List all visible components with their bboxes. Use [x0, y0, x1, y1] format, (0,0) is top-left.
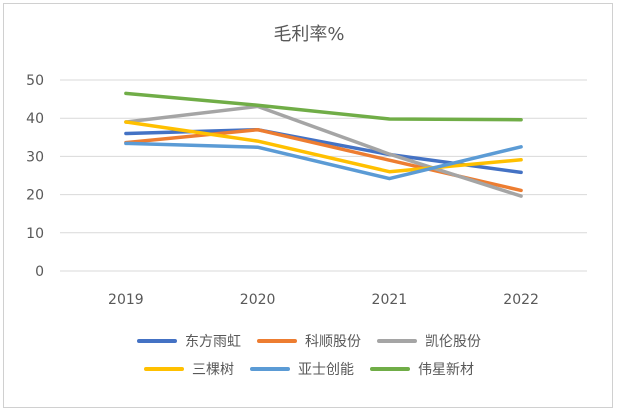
legend-swatch	[370, 367, 410, 371]
x-tick-label: 2019	[108, 292, 144, 308]
y-tick-label: 40	[26, 111, 44, 127]
y-tick-label: 30	[26, 149, 44, 165]
legend-label: 东方雨虹	[185, 334, 241, 350]
legend-label: 凯伦股份	[425, 334, 481, 350]
series-line	[124, 141, 523, 181]
legend-item: 亚士创能	[250, 359, 354, 379]
x-tick-label: 2020	[240, 292, 276, 308]
legend-item: 东方雨虹	[137, 331, 241, 351]
legend-swatch	[377, 339, 417, 343]
legend-swatch	[257, 339, 297, 343]
legend-label: 科顺股份	[305, 334, 361, 350]
legend-item: 三棵树	[144, 359, 234, 379]
legend-swatch	[250, 367, 290, 371]
legend-row-1: 东方雨虹 科顺股份 凯伦股份	[0, 327, 618, 355]
y-tick-label: 20	[26, 188, 44, 204]
chart-title: 毛利率%	[273, 24, 345, 45]
legend-label: 伟星新材	[418, 362, 474, 378]
chart-frame	[3, 3, 613, 408]
y-tick-label: 50	[26, 73, 44, 89]
series-line	[124, 120, 523, 174]
legend-label: 三棵树	[192, 362, 234, 378]
legend-swatch	[144, 367, 184, 371]
y-tick-label: 0	[35, 264, 44, 280]
legend-item: 伟星新材	[370, 359, 474, 379]
series-line	[124, 91, 523, 122]
legend-label: 亚士创能	[298, 362, 354, 378]
x-tick-label: 2021	[372, 292, 408, 308]
legend: 东方雨虹 科顺股份 凯伦股份 三棵树 亚士创能 伟星新材	[0, 327, 618, 383]
series-line	[124, 104, 523, 198]
legend-swatch	[137, 339, 177, 343]
x-tick-label: 2022	[503, 292, 539, 308]
legend-item: 科顺股份	[257, 331, 361, 351]
legend-row-2: 三棵树 亚士创能 伟星新材	[0, 355, 618, 383]
legend-item: 凯伦股份	[377, 331, 481, 351]
y-tick-label: 10	[26, 226, 44, 242]
